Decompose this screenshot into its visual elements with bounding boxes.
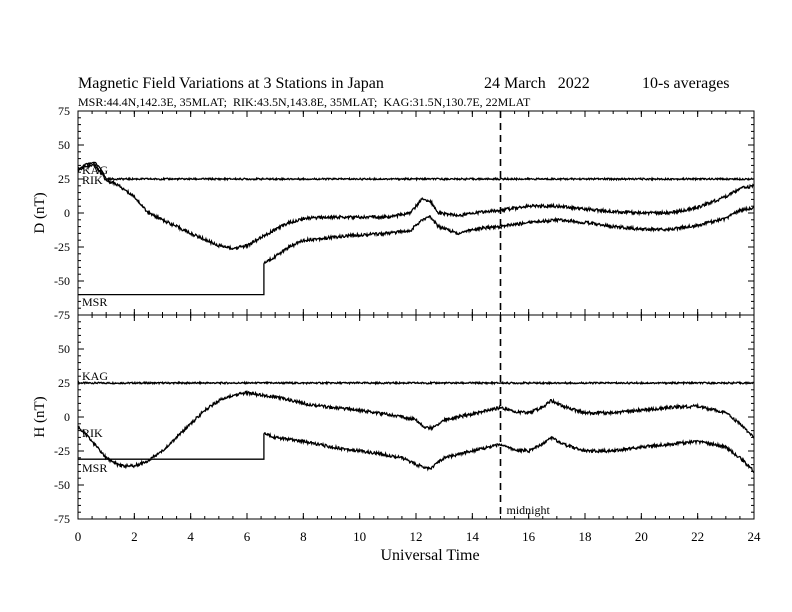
y-tick-label: -75 <box>54 512 70 526</box>
panel-frame <box>77 110 755 316</box>
series-msr-line <box>78 205 755 296</box>
y-tick-label: -25 <box>54 444 70 458</box>
panel-frame <box>77 314 755 520</box>
x-tick-label: 12 <box>410 529 423 544</box>
series-label-kag: KAG <box>82 369 108 383</box>
x-tick-label: 10 <box>353 529 366 544</box>
x-tick-label: 20 <box>635 529 648 544</box>
x-tick-label: 8 <box>300 529 307 544</box>
series-kag-line <box>77 161 755 182</box>
stations-line: MSR:44.4N,142.3E, 35MLAT; RIK:43.5N,143.… <box>78 95 531 109</box>
y-tick-label: 50 <box>58 342 70 356</box>
panel-h: 50 25 0 -25 -50 -75 H (nT) KAG RIK MSR midnight <box>32 314 755 526</box>
midnight-label: midnight <box>507 503 551 517</box>
y-tick-label: -25 <box>54 240 70 254</box>
x-tick-label: 6 <box>244 529 251 544</box>
y-tick-label: -50 <box>54 274 70 288</box>
x-tick-label: 14 <box>466 529 480 544</box>
series-rik-line <box>77 163 755 251</box>
series-label-msr: MSR <box>82 461 107 475</box>
x-tick-label: 4 <box>187 529 194 544</box>
series-msr-line <box>78 431 755 474</box>
chart-averaging: 10-s averages <box>642 75 730 92</box>
series-label-rik: RIK <box>82 173 103 187</box>
y-tick-label: 25 <box>58 376 70 390</box>
y-tick-label: 25 <box>58 172 70 186</box>
series-label-rik: RIK <box>82 426 103 440</box>
x-axis: 0 2 4 6 8 10 12 14 16 18 20 22 24 <box>75 111 761 544</box>
y-tick-label: -75 <box>54 308 70 322</box>
x-tick-label: 2 <box>131 529 138 544</box>
y-tick-label: 0 <box>64 206 70 220</box>
x-tick-label: 16 <box>522 529 536 544</box>
x-tick-label: 24 <box>748 529 762 544</box>
series-label-msr: MSR <box>82 295 107 309</box>
y-axis-label: D (nT) <box>32 192 48 233</box>
y-tick-label: 75 <box>58 104 70 118</box>
y-axis-label: H (nT) <box>32 396 48 437</box>
series-label-kag: KAG <box>82 163 108 177</box>
y-tick-label: 0 <box>64 410 70 424</box>
y-tick-label: 50 <box>58 138 70 152</box>
series-rik-line <box>77 389 755 470</box>
x-tick-label: 18 <box>579 529 592 544</box>
x-tick-label: 0 <box>75 529 82 544</box>
y-tick-label: -50 <box>54 478 70 492</box>
chart-date: 24 March 2022 <box>484 75 590 92</box>
chart-title: Magnetic Field Variations at 3 Stations … <box>78 75 384 92</box>
series-kag-line <box>77 380 755 386</box>
x-axis-label: Universal Time <box>380 547 479 564</box>
x-tick-label: 22 <box>691 529 704 544</box>
